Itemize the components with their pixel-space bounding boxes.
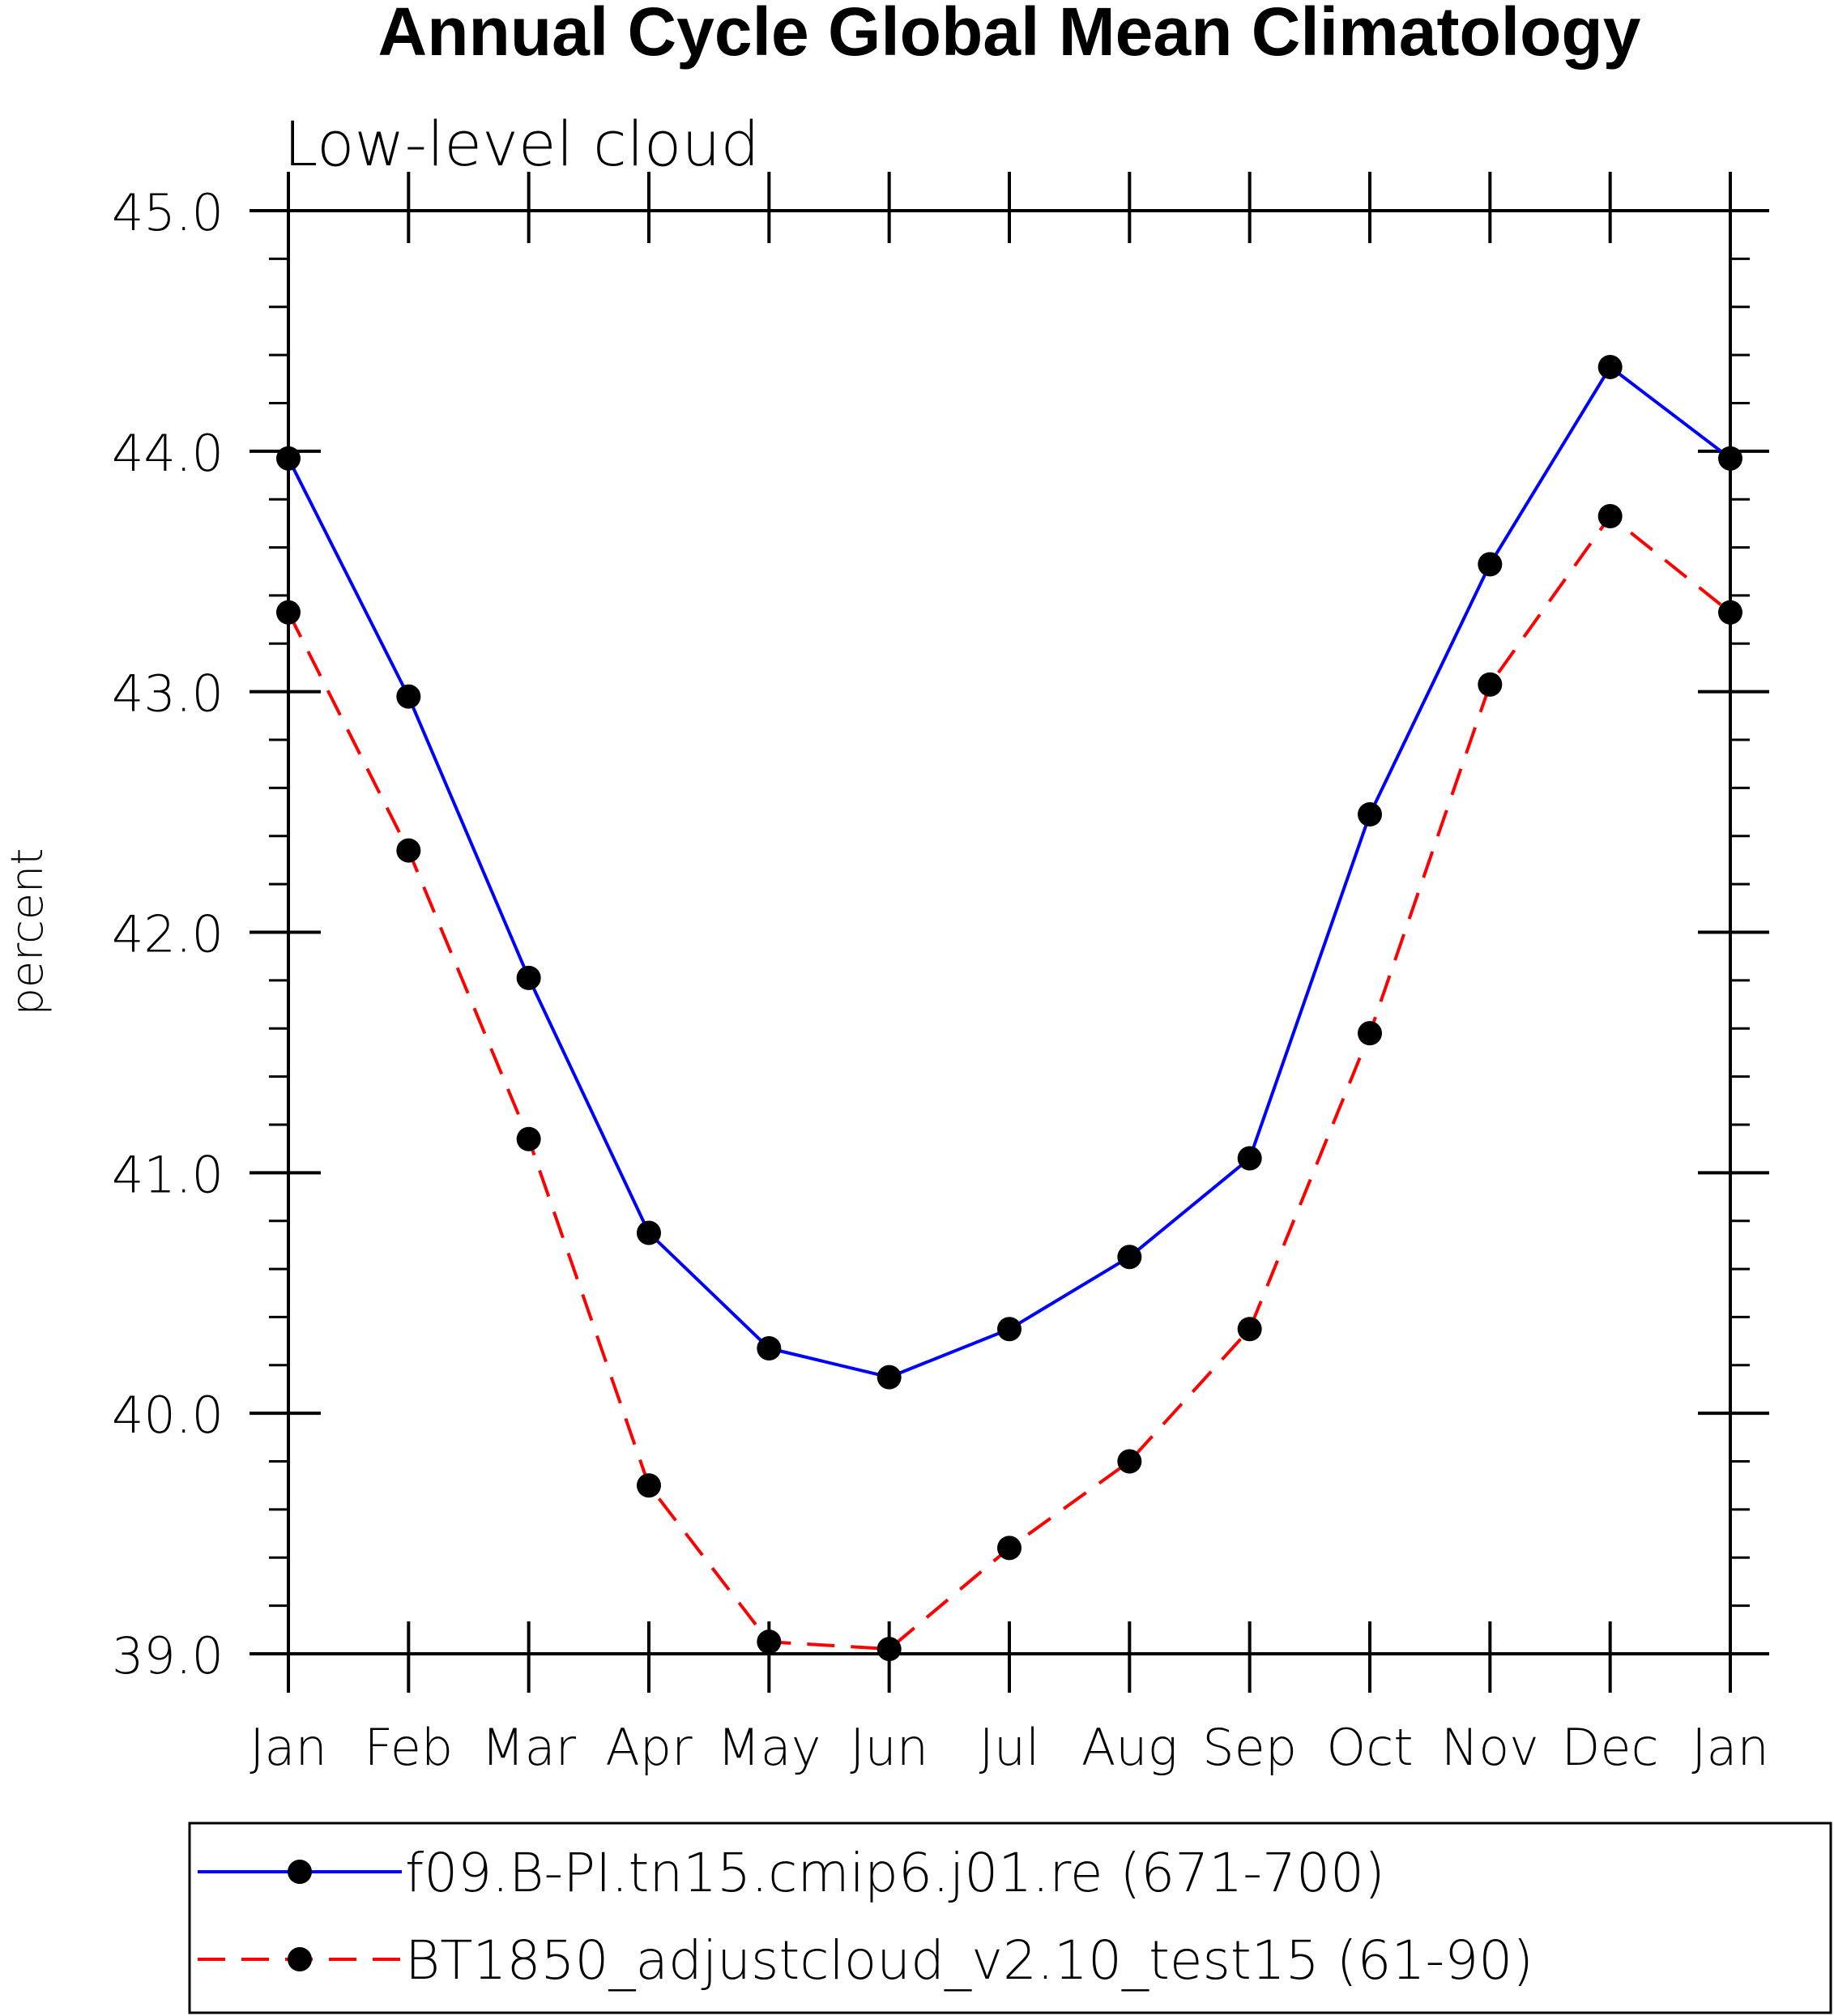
- legend-box: [188, 1822, 1832, 2014]
- data-point-series-1: [637, 1220, 661, 1245]
- y-tick-label: 41.0: [112, 1145, 224, 1204]
- data-point-series-1: [396, 684, 421, 709]
- x-tick-label: Feb: [364, 1718, 453, 1777]
- data-point-series-2: [637, 1473, 661, 1498]
- data-point-series-1: [876, 1365, 902, 1390]
- x-tick-label: Aug: [1081, 1718, 1178, 1777]
- chart-title: Annual Cycle Global Mean Climatology: [378, 0, 1641, 70]
- axis-ticks: Jan Feb Mar Apr May Jun Jul Aug Sep Oct Nov Dec Jan 3…: [112, 172, 1769, 1777]
- data-point-series-1: [1117, 1245, 1142, 1270]
- x-tick-label: Dec: [1562, 1718, 1659, 1777]
- data-point-series-1: [1597, 354, 1623, 379]
- x-tick-label: Jun: [850, 1718, 928, 1777]
- x-tick-label: Jan: [1691, 1718, 1769, 1777]
- data-point-series-2: [1597, 503, 1623, 528]
- y-tick-label: 40.0: [112, 1386, 224, 1445]
- data-point-series-1: [757, 1336, 782, 1361]
- data-point-series-2: [396, 838, 421, 863]
- y-axis-label: percent: [2, 848, 53, 1016]
- data-point-series-1: [1237, 1146, 1262, 1171]
- x-tick-label: Jan: [250, 1718, 327, 1777]
- data-point-series-2: [1237, 1317, 1262, 1342]
- legend-label-series-2: BT1850_adjustcloud_v2.10_test15 (61-90): [405, 1929, 1533, 1992]
- data-point-series-2: [997, 1535, 1021, 1561]
- data-point-series-1: [1358, 802, 1382, 827]
- data-point-series-2: [757, 1629, 782, 1655]
- plot-frame: [287, 209, 1732, 1655]
- data-point-series-2: [1117, 1449, 1142, 1474]
- y-tick-label: 39.0: [112, 1626, 224, 1685]
- data-point-series-1: [997, 1317, 1021, 1342]
- legend-label-series-1: f09.B-PI.tn15.cmip6.j01.re (671-700): [405, 1842, 1385, 1904]
- data-point-series-2: [1478, 672, 1503, 697]
- series-line-1: [287, 365, 1732, 1379]
- legend: f09.B-PI.tn15.cmip6.j01.re (671-700) BT1…: [188, 1822, 1832, 2014]
- data-point-series-2: [516, 1126, 541, 1151]
- y-tick-label: 43.0: [112, 664, 224, 724]
- series-layer: [276, 354, 1742, 1662]
- x-tick-label: Sep: [1202, 1718, 1297, 1777]
- x-tick-label: May: [717, 1718, 821, 1777]
- data-point-series-1: [516, 965, 541, 990]
- x-tick-label: Nov: [1441, 1718, 1539, 1777]
- chart-subtitle: Low-level cloud: [284, 108, 760, 180]
- x-tick-label: Apr: [605, 1718, 693, 1777]
- y-tick-label: 42.0: [112, 905, 224, 964]
- data-point-series-1: [1478, 552, 1503, 577]
- x-tick-label: Oct: [1326, 1718, 1413, 1777]
- data-point-series-2: [1358, 1021, 1382, 1046]
- x-tick-label: Jul: [979, 1718, 1040, 1777]
- y-tick-label: 45.0: [112, 183, 224, 242]
- x-tick-label: Mar: [481, 1718, 576, 1777]
- legend-marker-series-2: [288, 1947, 312, 1971]
- data-point-series-2: [876, 1637, 902, 1662]
- series-line-2: [287, 515, 1732, 1651]
- y-tick-label: 44.0: [112, 424, 224, 483]
- legend-marker-series-1: [288, 1860, 312, 1884]
